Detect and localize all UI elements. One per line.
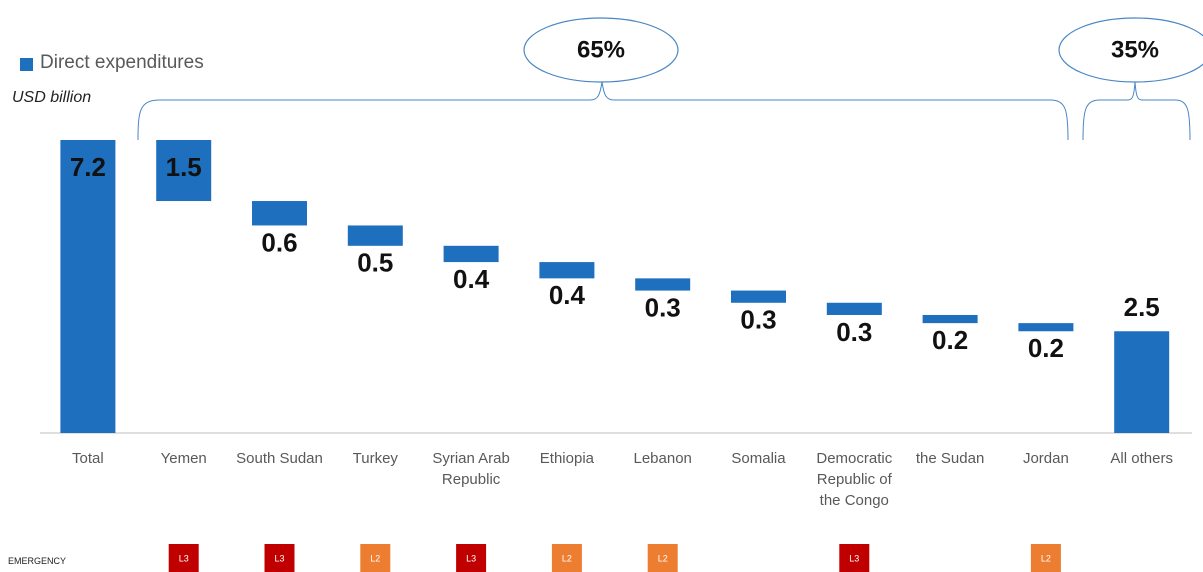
emergency-level: L3 <box>466 553 476 563</box>
unit-label: USD billion <box>12 89 92 106</box>
bar <box>922 314 978 324</box>
bar <box>826 302 882 315</box>
emergency-badge <box>360 544 391 572</box>
data-label: 0.6 <box>261 227 297 257</box>
x-tick-label: Jordan <box>1022 450 1069 467</box>
data-label: 0.3 <box>740 305 776 335</box>
emergency-badge <box>647 544 678 572</box>
data-label: 0.2 <box>932 325 968 355</box>
x-tick-label: Total <box>72 450 104 467</box>
x-tick-label: Somalia <box>731 450 786 467</box>
data-label: 1.5 <box>166 152 202 182</box>
data-label: 0.5 <box>357 248 393 278</box>
x-tick-label: South Sudan <box>236 450 323 467</box>
x-tick-label: Syrian Arab Republic <box>432 450 510 488</box>
x-tick-label: Ethiopia <box>539 450 594 467</box>
bar <box>539 262 595 279</box>
bar <box>60 140 116 433</box>
emergency-label: EMERGENCY <box>8 556 67 566</box>
bar <box>443 245 499 263</box>
data-label: 0.4 <box>549 280 586 310</box>
bar <box>731 290 786 303</box>
annotation: 35% <box>1111 36 1159 63</box>
emergency-badge <box>551 544 582 572</box>
emergency-level: L2 <box>370 553 380 563</box>
legend-label: Direct expenditures <box>40 52 204 73</box>
data-label: 0.2 <box>1028 333 1064 363</box>
data-label: 2.5 <box>1124 292 1160 322</box>
emergency-level: L2 <box>562 553 572 563</box>
x-tick-label: Democratic Republic of the Congo <box>816 450 893 509</box>
data-label: 0.3 <box>645 292 681 322</box>
annotation-ellipse <box>523 17 679 83</box>
x-tick-label: Lebanon <box>633 450 692 467</box>
x-tick-label: Turkey <box>352 450 398 467</box>
emergency-badge <box>264 544 295 572</box>
bar <box>156 140 212 202</box>
emergency-badge <box>1030 544 1061 572</box>
emergency-level: L3 <box>274 553 284 563</box>
data-label: 0.3 <box>836 317 872 347</box>
emergency-badge <box>839 544 870 572</box>
emergency-level: L3 <box>849 553 859 563</box>
annotation-ellipse <box>1058 17 1203 83</box>
bar <box>252 201 307 226</box>
emergency-level: L2 <box>658 553 668 563</box>
legend-swatch <box>20 58 33 71</box>
bracket <box>1082 81 1191 141</box>
bar <box>635 278 691 291</box>
bracket <box>137 81 1069 141</box>
emergency-badge <box>168 544 199 572</box>
bar <box>347 225 403 246</box>
emergency-badge <box>456 544 487 572</box>
x-tick-label: All others <box>1110 450 1173 467</box>
emergency-level: L3 <box>179 553 189 563</box>
bar <box>1114 331 1170 433</box>
bar <box>1018 323 1074 332</box>
data-label: 0.4 <box>453 264 490 294</box>
annotation: 65% <box>577 36 625 63</box>
x-tick-label: Yemen <box>160 450 207 467</box>
emergency-level: L2 <box>1041 553 1051 563</box>
data-label: 7.2 <box>70 152 106 182</box>
x-tick-label: the Sudan <box>915 450 985 467</box>
